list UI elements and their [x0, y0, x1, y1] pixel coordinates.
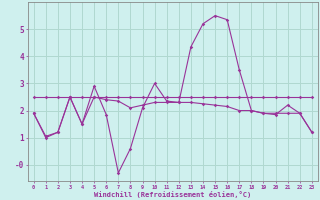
X-axis label: Windchill (Refroidissement éolien,°C): Windchill (Refroidissement éolien,°C): [94, 191, 252, 198]
